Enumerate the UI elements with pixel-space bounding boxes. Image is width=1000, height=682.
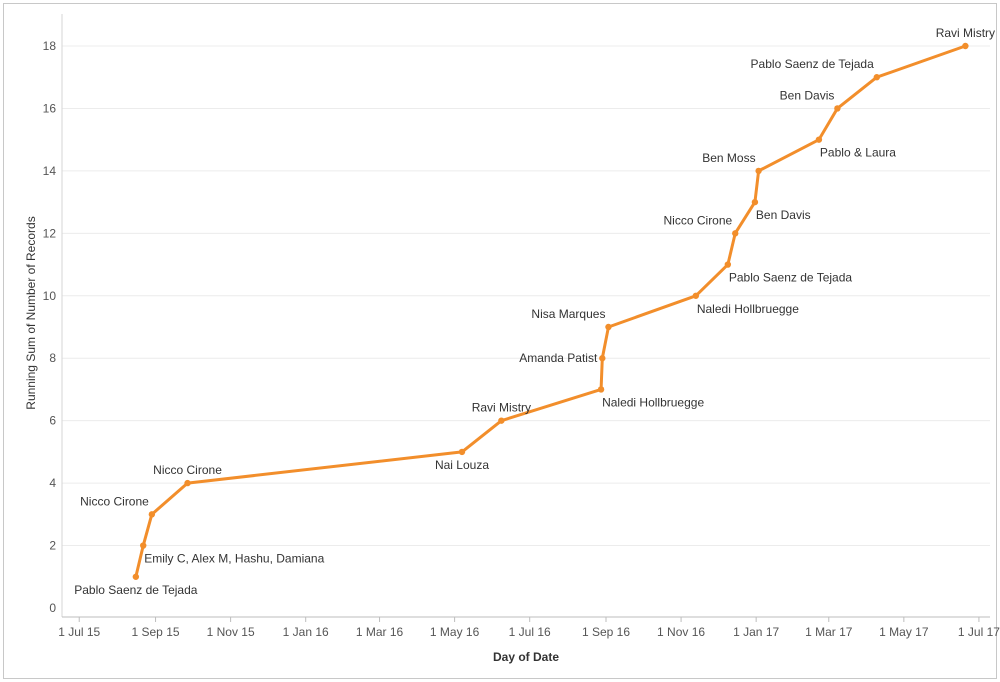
point-label: Nai Louza bbox=[435, 458, 489, 472]
data-point bbox=[132, 573, 140, 580]
data-point bbox=[140, 542, 147, 549]
point-label: Nicco Cirone bbox=[664, 213, 733, 227]
x-tick-label: 1 Nov 15 bbox=[207, 625, 255, 639]
data-point bbox=[458, 448, 466, 456]
data-point bbox=[148, 511, 156, 518]
y-tick-label: 12 bbox=[43, 226, 57, 240]
x-tick-label: 1 Nov 16 bbox=[657, 625, 705, 639]
data-point bbox=[599, 355, 606, 362]
data-point bbox=[751, 198, 759, 206]
point-label: Ravi Mistry bbox=[472, 401, 531, 415]
y-tick-label: 2 bbox=[49, 539, 56, 553]
data-point bbox=[184, 479, 191, 487]
y-tick-label: 6 bbox=[49, 414, 56, 428]
point-label: Pablo Saenz de Tejada bbox=[74, 583, 198, 597]
data-point bbox=[724, 261, 732, 268]
x-tick-label: 1 Mar 16 bbox=[356, 625, 404, 639]
y-axis: 0 2 4 6 8 10 12 14 16 18 bbox=[43, 14, 63, 617]
point-label: Pablo Saenz de Tejada bbox=[751, 57, 875, 71]
point-label: Nicco Cirone bbox=[153, 463, 222, 477]
point-label: Naledi Hollbruegge bbox=[697, 302, 799, 316]
y-tick-label: 14 bbox=[43, 164, 57, 178]
x-tick-label: 1 Sep 15 bbox=[132, 625, 180, 639]
point-label: Nicco Cirone bbox=[80, 494, 149, 508]
chart-frame bbox=[3, 3, 997, 679]
data-point bbox=[692, 292, 700, 299]
data-point bbox=[597, 386, 605, 393]
point-label: Amanda Patist bbox=[519, 351, 598, 365]
x-tick-label: 1 Jan 17 bbox=[733, 625, 779, 639]
point-label: Ben Davis bbox=[756, 208, 811, 222]
data-point bbox=[755, 167, 762, 175]
data-point bbox=[962, 42, 969, 50]
data-point bbox=[732, 230, 739, 237]
data-point bbox=[834, 105, 841, 112]
series-line bbox=[132, 42, 969, 580]
point-label: Ben Moss bbox=[702, 151, 755, 165]
series-line-path bbox=[134, 44, 967, 579]
x-tick-label: 1 Jul 17 bbox=[958, 625, 1000, 639]
y-axis-title: Running Sum of Number of Records bbox=[24, 216, 38, 409]
point-labels: Pablo Saenz de Tejada Emily C, Alex M, Ha… bbox=[74, 26, 995, 597]
data-point bbox=[815, 136, 823, 143]
y-tick-label: 16 bbox=[43, 101, 57, 115]
x-tick-label: 1 May 16 bbox=[430, 625, 480, 639]
y-tick-label: 10 bbox=[43, 289, 57, 303]
point-label: Pablo & Laura bbox=[820, 146, 896, 160]
grid-lines bbox=[62, 45, 990, 547]
x-tick-label: 1 May 17 bbox=[879, 625, 929, 639]
x-tick-label: 1 Mar 17 bbox=[805, 625, 853, 639]
point-label: Ben Davis bbox=[780, 88, 835, 102]
x-tick-label: 1 Jul 15 bbox=[58, 625, 100, 639]
x-tick-label: 1 Sep 16 bbox=[582, 625, 630, 639]
y-tick-label: 8 bbox=[49, 351, 56, 365]
y-tick-label: 18 bbox=[43, 39, 57, 53]
point-label: Naledi Hollbruegge bbox=[602, 395, 704, 409]
y-tick-label: 0 bbox=[49, 601, 56, 615]
point-label: Emily C, Alex M, Hashu, Damiana bbox=[144, 552, 324, 566]
point-label: Nisa Marques bbox=[531, 307, 605, 321]
point-label: Ravi Mistry bbox=[936, 26, 995, 40]
x-axis: 1 Jul 15 1 Sep 15 1 Nov 15 1 Jan 16 1 Mar 16… bbox=[58, 616, 1000, 639]
data-point bbox=[605, 323, 612, 331]
x-axis-title: Day of Date bbox=[493, 650, 559, 664]
x-tick-label: 1 Jan 16 bbox=[283, 625, 329, 639]
data-point bbox=[498, 417, 505, 424]
y-tick-label: 4 bbox=[49, 476, 56, 490]
data-point bbox=[873, 74, 880, 81]
x-tick-label: 1 Jul 16 bbox=[509, 625, 551, 639]
point-label: Pablo Saenz de Tejada bbox=[729, 271, 853, 285]
